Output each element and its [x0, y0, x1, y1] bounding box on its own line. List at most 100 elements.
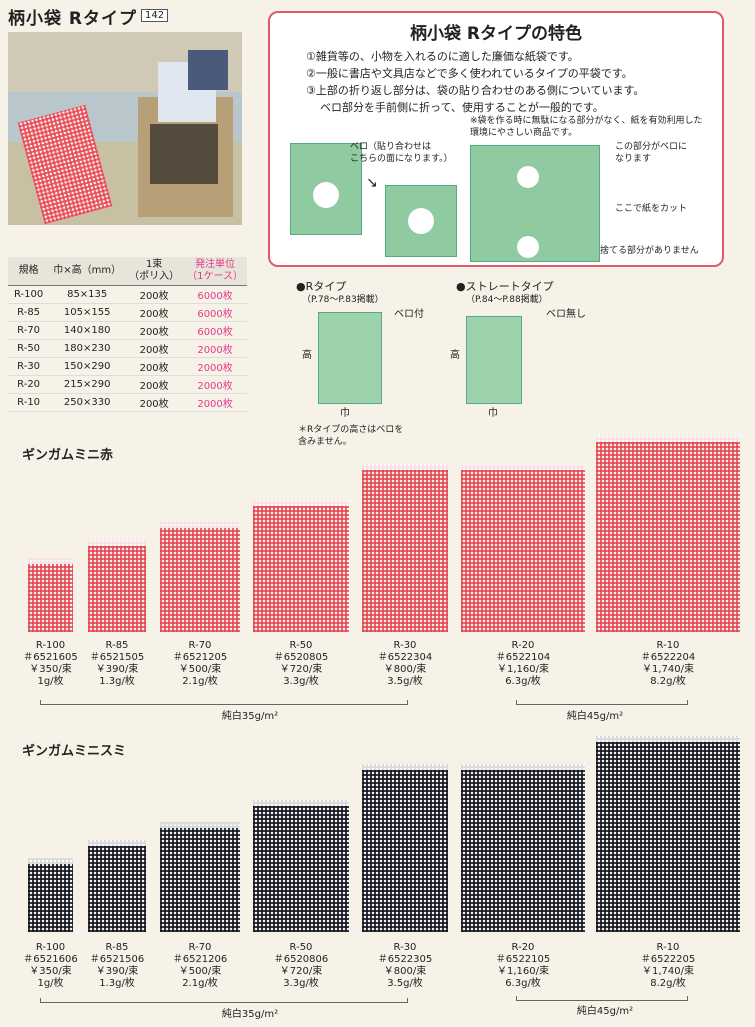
rtype-diagram	[318, 312, 382, 404]
bag-flap	[160, 522, 240, 528]
black-paper-45: 純白45g/m²	[576, 1006, 634, 1017]
product-size: R-70	[188, 640, 212, 651]
page-title: 柄小袋 Rタイプ	[8, 9, 138, 29]
product-size: R-100	[35, 942, 66, 953]
product-price: ￥350/束	[29, 664, 72, 675]
spec-cell: R-30	[8, 357, 50, 376]
spec-cell: 6000枚	[183, 303, 247, 322]
product-bag	[28, 858, 73, 932]
product-size: R-20	[511, 942, 535, 953]
product-size: R-85	[105, 942, 129, 953]
product-code: ＃6521506	[89, 954, 145, 965]
spec-cell: 6000枚	[183, 285, 247, 304]
product-weight: 2.1g/枚	[182, 676, 218, 687]
bag-flap	[461, 764, 585, 770]
cut-annotation: ここで紙をカット	[615, 204, 688, 214]
product-weight: 6.3g/枚	[505, 676, 541, 687]
spec-header-bundle: 1束 （ポリ入）	[125, 257, 184, 286]
product-bag	[28, 558, 73, 632]
product-price: ￥800/束	[383, 664, 427, 675]
flower-icon	[517, 166, 539, 188]
product-code: ＃6521605	[23, 652, 78, 663]
product-bag	[253, 500, 349, 632]
bag-flap	[28, 558, 73, 564]
waste-annotation: 捨てる部分がありません	[600, 246, 699, 256]
product-code: ＃6522205	[640, 954, 696, 965]
red-paper-35: 純白35g/m²	[221, 711, 279, 722]
product-label: R-85 ＃6521505 ￥390/束 1.3g/枚	[77, 640, 157, 688]
product-weight: 3.3g/枚	[283, 676, 319, 687]
product-code: ＃6522304	[377, 652, 433, 663]
bag-flap	[362, 464, 448, 470]
spec-cell: 6000枚	[183, 321, 247, 340]
product-price: ￥1,160/束	[497, 966, 549, 977]
product-price: ￥390/束	[95, 664, 139, 675]
product-weight: 1g/枚	[37, 676, 64, 687]
product-label: R-30 ＃6522304 ￥800/束 3.5g/枚	[365, 640, 445, 688]
spec-cell: 150×290	[49, 357, 126, 376]
product-code: ＃6522104	[495, 652, 551, 663]
spec-header-dimensions: 巾×高（mm）	[49, 257, 126, 286]
arrow-icon: ↘	[366, 175, 378, 191]
features-title: 柄小袋 Rタイプの特色	[409, 24, 582, 44]
page-number-badge: 142	[141, 9, 169, 22]
product-bag	[160, 522, 240, 632]
red-bracket-45	[516, 700, 688, 705]
bag-flap	[461, 464, 585, 470]
rtype-title: ●Rタイプ	[296, 280, 347, 293]
spec-cell: 200枚	[125, 321, 184, 340]
product-weight: 3.5g/枚	[387, 676, 423, 687]
product-label: R-50 ＃6520805 ￥720/束 3.3g/枚	[261, 640, 341, 688]
rtype-height: 高	[302, 350, 312, 361]
product-label: R-85 ＃6521506 ￥390/束 1.3g/枚	[77, 942, 157, 990]
flap-note: ベロ（貼り合わせは こちらの面になります。）	[350, 142, 453, 164]
product-price: ￥390/束	[95, 966, 139, 977]
product-label: R-30 ＃6522305 ￥800/束 3.5g/枚	[365, 942, 445, 990]
spec-cell: 180×230	[49, 339, 126, 358]
spec-cell: 200枚	[125, 339, 184, 358]
product-code: ＃6522105	[495, 954, 551, 965]
spec-cell: 215×290	[49, 375, 126, 394]
product-photo	[8, 32, 242, 225]
straight-title: ●ストレートタイプ	[456, 280, 554, 293]
spec-cell: 200枚	[125, 303, 184, 322]
product-size: R-20	[511, 640, 535, 651]
bag-flap	[160, 822, 240, 828]
product-code: ＃6521505	[89, 652, 145, 663]
spec-cell: 105×155	[49, 303, 126, 322]
product-weight: 1.3g/枚	[99, 978, 135, 989]
height-note: ＊Rタイプの高さはベロを 含みません。	[298, 425, 404, 447]
product-size: R-10	[656, 942, 680, 953]
black-bracket-35	[40, 998, 408, 1003]
bag-flap	[596, 736, 740, 742]
product-price: ￥800/束	[383, 966, 427, 977]
product-size: R-10	[656, 640, 680, 651]
product-code: ＃6521606	[23, 954, 78, 965]
product-price: ￥350/束	[29, 966, 72, 977]
straight-ref: （P.84〜P.88掲載）	[466, 295, 548, 305]
product-size: R-85	[105, 640, 129, 651]
product-label: R-100 ＃6521606 ￥350/束 1g/枚	[11, 942, 91, 990]
black-bracket-45	[516, 996, 688, 1001]
product-code: ＃6522204	[640, 652, 696, 663]
product-size: R-70	[188, 942, 212, 953]
product-size: R-50	[289, 640, 313, 651]
product-bag	[461, 764, 585, 932]
bag-flap	[362, 764, 448, 770]
product-bag	[253, 800, 349, 932]
product-code: ＃6520805	[273, 652, 329, 663]
product-price: ￥720/束	[279, 664, 323, 675]
product-weight: 8.2g/枚	[650, 978, 686, 989]
spec-cell: R-20	[8, 375, 50, 394]
spec-cell: 200枚	[125, 357, 184, 376]
product-bag	[596, 436, 740, 632]
straight-width: 巾	[488, 408, 498, 419]
spec-cell: 85×135	[49, 285, 126, 304]
flower-icon	[313, 182, 339, 208]
red-bracket-35	[40, 700, 408, 705]
spec-cell: 2000枚	[183, 339, 247, 358]
eco-note: ※袋を作る時に無駄になる部分がなく、紙を有効利用した 環境にやさしい商品です。	[470, 116, 703, 138]
bag-diagram-closed	[385, 185, 457, 257]
product-weight: 6.3g/枚	[505, 978, 541, 989]
product-code: ＃6521206	[172, 954, 228, 965]
